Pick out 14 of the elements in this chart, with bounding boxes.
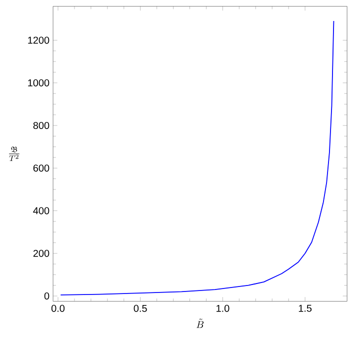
x-tick-label: 1.5 (298, 304, 312, 312)
line-series (60, 20, 334, 296)
y-tick-label: 800 (33, 122, 50, 129)
x-axis-title: $\tilde{B}$ (196, 318, 204, 328)
y-tick-label: 0 (44, 292, 50, 300)
y-tick-label: 1000 (28, 79, 50, 86)
y-tick-label: 200 (33, 250, 50, 257)
y-axis-title: $\frac{\mathfrak{B}}{T^2}$ (9, 146, 20, 161)
y-tick-label: 400 (33, 207, 50, 214)
x-tick-label: 0.5 (134, 304, 147, 312)
y-tick-label: 600 (33, 164, 50, 172)
x-tick-label: 0.0 (51, 304, 65, 312)
x-tick-label: 1.0 (216, 304, 230, 312)
y-tick-label: 1200 (28, 36, 50, 44)
